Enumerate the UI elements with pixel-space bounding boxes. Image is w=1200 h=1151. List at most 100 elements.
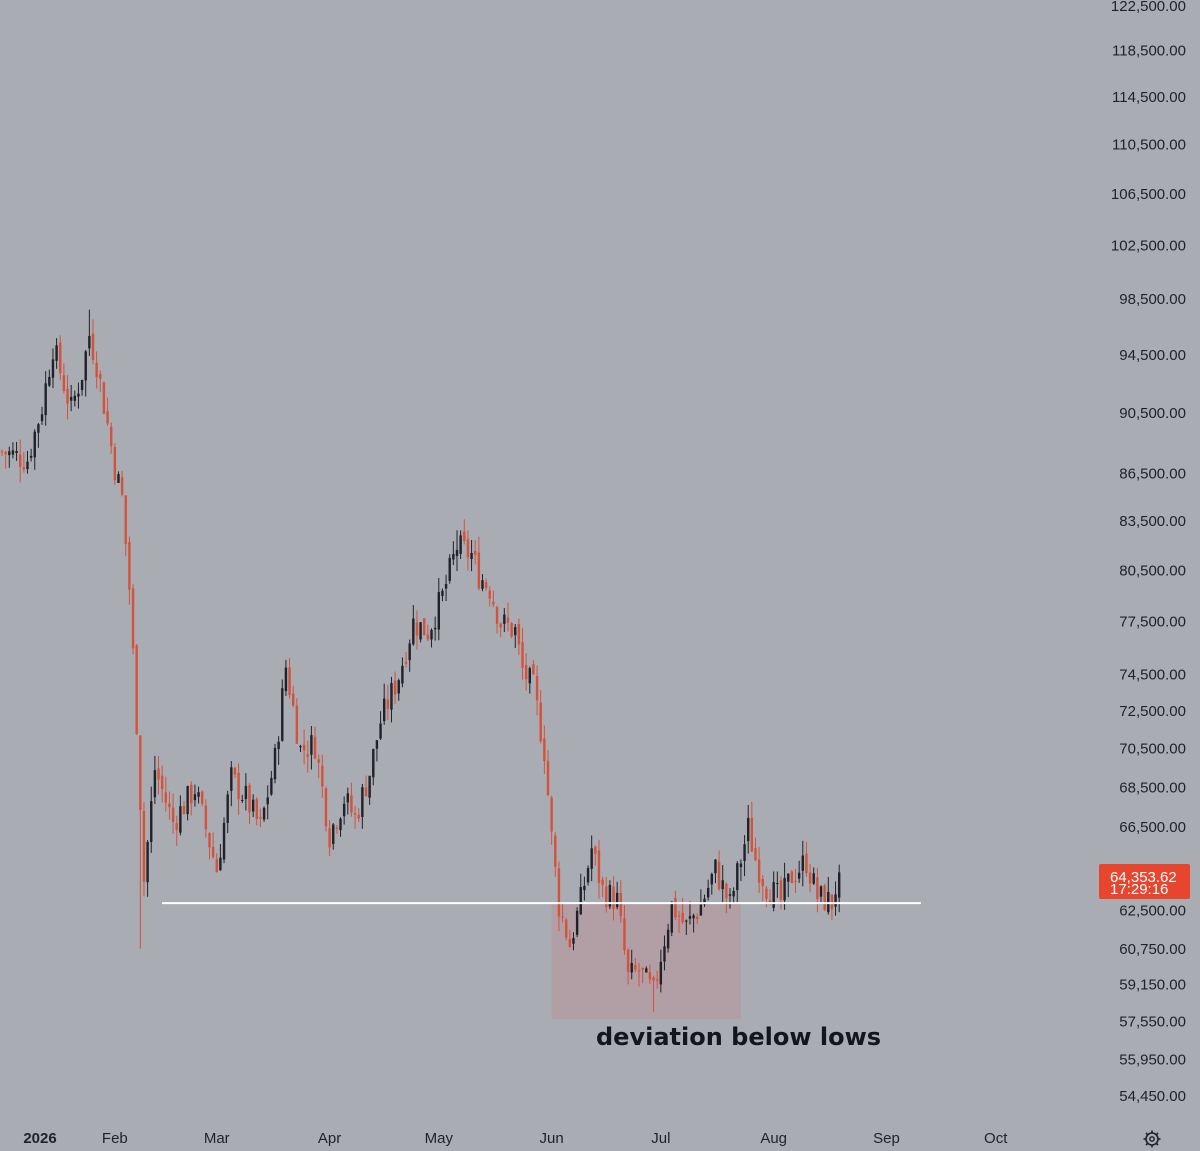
candle: [805, 841, 808, 877]
candle-body: [266, 797, 269, 805]
candle: [113, 443, 117, 485]
candle-body: [539, 702, 542, 742]
candle-body: [131, 588, 135, 649]
candle: [666, 923, 670, 953]
candle: [463, 519, 466, 545]
candle-body: [444, 584, 448, 589]
candle-body: [626, 949, 630, 972]
candle: [353, 805, 357, 829]
candle-body: [233, 767, 237, 775]
candle: [299, 744, 302, 752]
candle: [685, 919, 688, 935]
candle: [179, 795, 182, 836]
candle-body: [743, 844, 746, 861]
candle: [623, 905, 626, 955]
candle: [386, 684, 390, 721]
candle-body: [146, 841, 149, 883]
candle-body: [550, 797, 553, 832]
candle-body: [514, 627, 517, 636]
candle: [408, 639, 411, 672]
bar-countdown: 17:29:16: [1110, 881, 1168, 898]
candle: [306, 740, 309, 773]
candle-body: [688, 916, 692, 919]
candle: [794, 868, 797, 893]
candle: [605, 877, 608, 913]
candle: [444, 574, 448, 602]
candle-body: [248, 785, 251, 813]
candle-body: [215, 859, 218, 873]
candle-body: [568, 939, 572, 948]
candle: [175, 815, 178, 846]
candle-body: [404, 661, 408, 664]
candle-body: [524, 664, 528, 680]
candle: [797, 860, 801, 883]
candle: [310, 726, 313, 770]
candle: [59, 335, 62, 381]
candle-body: [732, 891, 735, 897]
candle-body: [15, 450, 18, 454]
candle: [135, 644, 138, 736]
candle: [372, 748, 375, 786]
gear-icon[interactable]: [1143, 1130, 1161, 1148]
candle: [550, 795, 553, 845]
candle-body: [168, 803, 171, 808]
candle: [546, 749, 550, 797]
price-tick-label: 59,150.00: [1119, 977, 1186, 994]
price-tick-label: 83,500.00: [1119, 513, 1186, 530]
candle: [15, 441, 18, 461]
candle: [615, 881, 619, 910]
candle: [182, 800, 186, 815]
price-tick-label: 118,500.00: [1112, 43, 1186, 60]
candle-body: [350, 795, 353, 813]
price-tick-label: 122,500.00: [1111, 0, 1186, 15]
candle-body: [736, 863, 739, 891]
candle: [288, 658, 291, 699]
candle: [77, 382, 80, 409]
candle: [215, 853, 218, 873]
time-tick-label: Jun: [540, 1130, 564, 1147]
candle-body: [22, 467, 26, 470]
candle: [117, 471, 120, 483]
price-tick-label: 77,500.00: [1119, 613, 1186, 630]
candle-body: [630, 963, 633, 973]
candle: [350, 782, 353, 817]
candle-body: [106, 411, 109, 424]
time-axis[interactable]: 2026 Feb Mar Apr May Jun Jul Aug Sep Oct: [23, 1130, 1008, 1147]
candle: [579, 873, 582, 916]
candle-body: [284, 667, 288, 691]
candle: [670, 901, 673, 937]
last-price-value: 64,353.62: [1110, 869, 1177, 886]
price-axis[interactable]: 122,500.00 118,500.00 114,500.00 110,500.00…: [1111, 0, 1186, 1105]
candle: [499, 622, 502, 638]
candle: [565, 917, 568, 941]
candle: [66, 375, 69, 420]
price-tick-label: 106,500.00: [1111, 186, 1186, 203]
candle: [823, 883, 826, 912]
candle: [554, 832, 557, 877]
candle: [364, 775, 368, 798]
candle: [219, 844, 222, 871]
candle: [459, 530, 462, 560]
candle: [120, 470, 124, 497]
candle: [568, 929, 572, 948]
candle: [270, 770, 273, 796]
candle: [193, 784, 197, 807]
candle: [284, 659, 288, 696]
candle: [747, 804, 750, 854]
candle: [521, 627, 524, 680]
candle-body: [339, 818, 342, 831]
candle-body: [95, 362, 98, 378]
candle: [91, 319, 95, 365]
time-tick-label: May: [425, 1130, 454, 1147]
candle-body: [532, 664, 535, 675]
candle-body: [153, 770, 157, 798]
candle-body: [728, 894, 732, 896]
candle: [703, 894, 706, 907]
candle: [208, 832, 211, 860]
candle-body: [838, 872, 841, 898]
candle: [37, 422, 40, 448]
candle-body: [244, 785, 248, 800]
candle: [732, 887, 735, 904]
